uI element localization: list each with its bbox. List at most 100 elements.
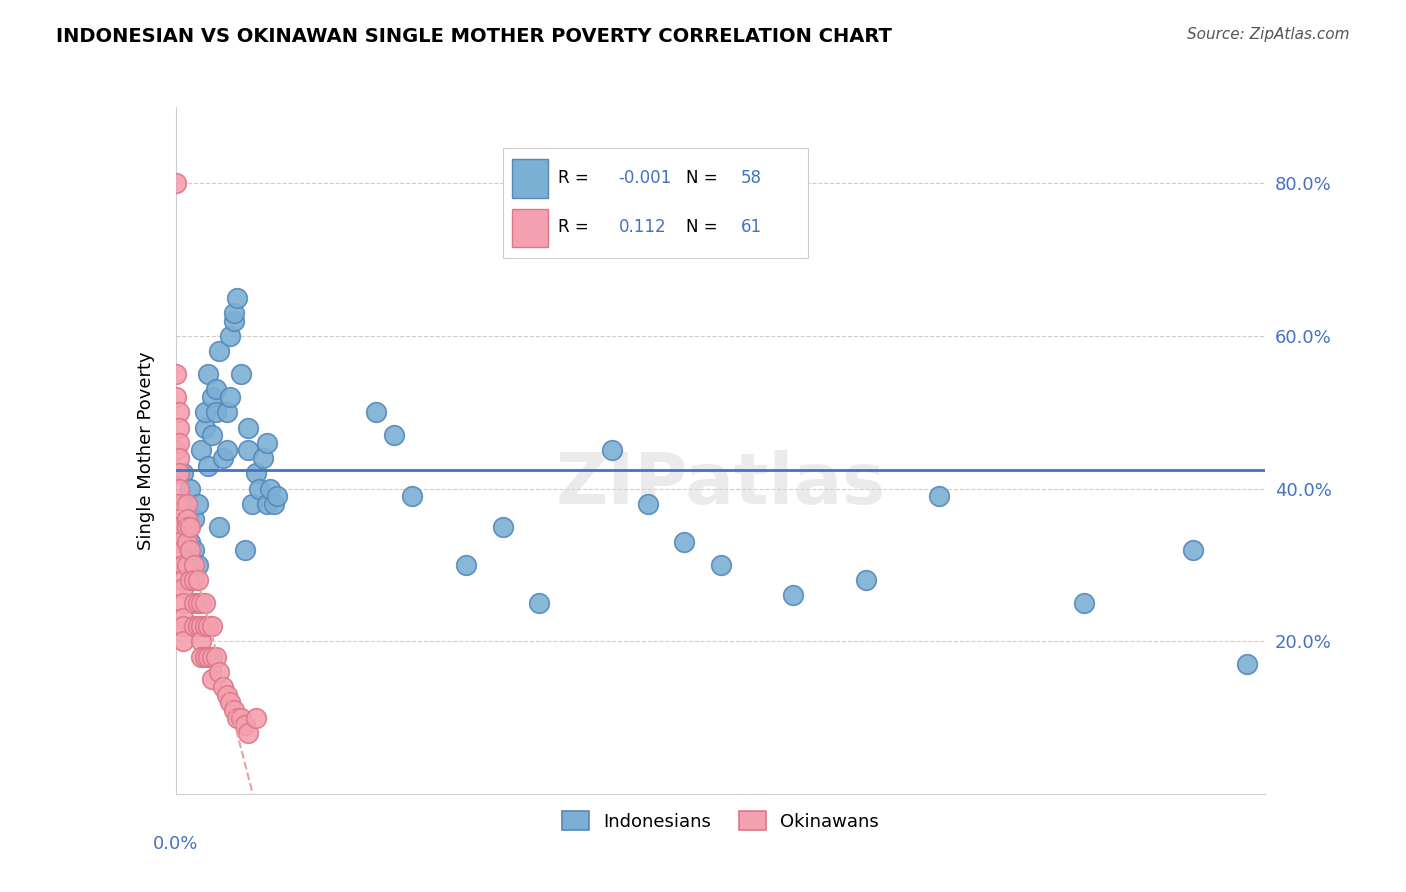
Point bbox=[169, 535, 191, 549]
Text: ZIPatlas: ZIPatlas bbox=[555, 450, 886, 519]
Point bbox=[176, 520, 198, 534]
Point bbox=[172, 634, 194, 648]
Point bbox=[233, 542, 256, 557]
Point bbox=[172, 497, 194, 511]
Point bbox=[172, 596, 194, 610]
Point bbox=[190, 596, 212, 610]
Point bbox=[172, 581, 194, 595]
Point bbox=[186, 497, 209, 511]
Point bbox=[208, 665, 231, 679]
Point bbox=[172, 542, 194, 557]
Point bbox=[165, 390, 187, 404]
Point bbox=[710, 558, 733, 572]
Point bbox=[183, 558, 205, 572]
Point bbox=[226, 291, 249, 305]
Point bbox=[256, 497, 278, 511]
Point bbox=[169, 482, 191, 496]
Point bbox=[263, 497, 285, 511]
Point bbox=[201, 649, 224, 664]
Point bbox=[1181, 542, 1204, 557]
Point bbox=[201, 390, 224, 404]
Point bbox=[169, 435, 191, 450]
Point bbox=[169, 497, 191, 511]
Point bbox=[190, 619, 212, 633]
Point bbox=[169, 451, 191, 466]
Point bbox=[197, 649, 219, 664]
Point bbox=[169, 520, 191, 534]
Point bbox=[197, 458, 219, 473]
Point bbox=[226, 710, 249, 724]
Point bbox=[176, 520, 198, 534]
Point bbox=[238, 420, 260, 434]
Point bbox=[201, 428, 224, 442]
Point bbox=[204, 383, 226, 397]
Point bbox=[222, 306, 245, 320]
Point bbox=[637, 497, 659, 511]
Point bbox=[256, 435, 278, 450]
Point bbox=[194, 405, 217, 419]
Point bbox=[172, 558, 194, 572]
Point bbox=[401, 489, 423, 503]
Point bbox=[259, 482, 281, 496]
Point bbox=[245, 467, 267, 481]
Point bbox=[600, 443, 623, 458]
Point bbox=[169, 405, 191, 419]
Point bbox=[172, 573, 194, 587]
Point bbox=[233, 718, 256, 732]
Point bbox=[247, 482, 270, 496]
Legend: Indonesians, Okinawans: Indonesians, Okinawans bbox=[553, 803, 889, 839]
Point bbox=[176, 512, 198, 526]
Point bbox=[194, 619, 217, 633]
Point bbox=[186, 596, 209, 610]
Point bbox=[190, 649, 212, 664]
Point bbox=[238, 726, 260, 740]
Point bbox=[186, 619, 209, 633]
Text: INDONESIAN VS OKINAWAN SINGLE MOTHER POVERTY CORRELATION CHART: INDONESIAN VS OKINAWAN SINGLE MOTHER POV… bbox=[56, 27, 893, 45]
Point bbox=[176, 558, 198, 572]
Text: Source: ZipAtlas.com: Source: ZipAtlas.com bbox=[1187, 27, 1350, 42]
Text: 0.0%: 0.0% bbox=[153, 835, 198, 853]
Point bbox=[194, 596, 217, 610]
Point bbox=[190, 634, 212, 648]
Point bbox=[564, 214, 586, 228]
Point bbox=[266, 489, 288, 503]
Point bbox=[215, 688, 238, 702]
Point bbox=[186, 558, 209, 572]
Point bbox=[183, 596, 205, 610]
Point bbox=[172, 619, 194, 633]
Point bbox=[1073, 596, 1095, 610]
Point bbox=[179, 482, 201, 496]
Point bbox=[238, 443, 260, 458]
Point bbox=[204, 405, 226, 419]
Point bbox=[252, 451, 274, 466]
Point bbox=[222, 703, 245, 717]
Point bbox=[222, 314, 245, 328]
Point bbox=[782, 589, 804, 603]
Point bbox=[179, 573, 201, 587]
Point bbox=[673, 535, 696, 549]
Point bbox=[855, 573, 877, 587]
Point bbox=[179, 520, 201, 534]
Y-axis label: Single Mother Poverty: Single Mother Poverty bbox=[136, 351, 155, 549]
Point bbox=[183, 619, 205, 633]
Point bbox=[165, 497, 187, 511]
Point bbox=[231, 367, 253, 381]
Point bbox=[172, 611, 194, 625]
Point bbox=[456, 558, 478, 572]
Point bbox=[231, 710, 253, 724]
Point bbox=[928, 489, 950, 503]
Point bbox=[527, 596, 550, 610]
Point bbox=[165, 177, 187, 191]
Point bbox=[169, 467, 191, 481]
Point bbox=[179, 535, 201, 549]
Point bbox=[186, 573, 209, 587]
Point bbox=[183, 512, 205, 526]
Point bbox=[1236, 657, 1258, 672]
Point bbox=[165, 443, 187, 458]
Point bbox=[240, 497, 263, 511]
Point bbox=[197, 619, 219, 633]
Point bbox=[169, 512, 191, 526]
Point bbox=[169, 420, 191, 434]
Point bbox=[190, 443, 212, 458]
Point bbox=[201, 619, 224, 633]
